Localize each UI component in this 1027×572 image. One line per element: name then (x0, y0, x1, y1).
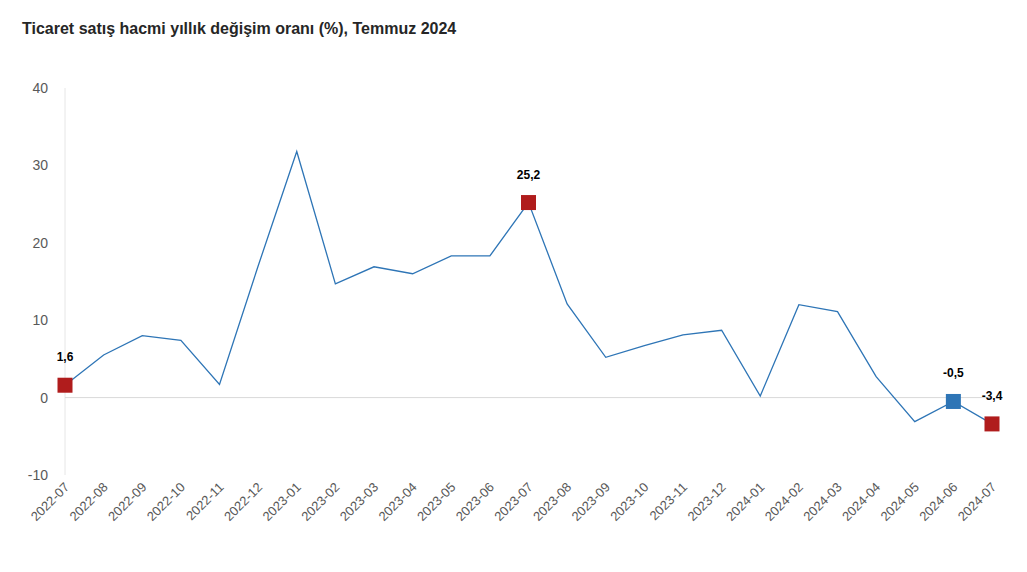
plot-area (58, 151, 1000, 431)
x-tick-label: 2023-09 (569, 480, 613, 524)
x-tick-label: 2023-10 (607, 480, 651, 524)
x-tick-label: 2024-02 (762, 480, 806, 524)
x-tick-label: 2022-12 (221, 480, 265, 524)
marker (985, 416, 1000, 431)
line (65, 151, 992, 423)
data-label: 1,6 (57, 350, 74, 364)
y-tick-label: 40 (32, 80, 48, 96)
y-axis (65, 88, 66, 475)
y-tick-label: 0 (40, 390, 48, 406)
x-tick-label: 2023-02 (298, 480, 342, 524)
data-label: -0,5 (943, 366, 964, 380)
x-tick-label: 2023-05 (414, 480, 458, 524)
marker (946, 394, 961, 409)
x-tick-label: 2023-11 (646, 480, 690, 524)
zero-line (65, 397, 992, 398)
chart: Ticaret satış hacmi yıllık değişim oranı… (0, 0, 1027, 572)
x-tick-label: 2022-09 (105, 480, 149, 524)
marker (521, 195, 536, 210)
x-tick-label: 2023-07 (491, 480, 535, 524)
x-tick-label: 2022-07 (28, 480, 72, 524)
y-tick-label: -10 (28, 467, 48, 483)
x-tick-label: 2023-03 (337, 480, 381, 524)
x-tick-label: 2023-01 (260, 480, 304, 524)
x-tick-label: 2024-03 (800, 480, 844, 524)
y-tick-label: 20 (32, 235, 48, 251)
data-label: -3,4 (982, 389, 1003, 403)
data-label: 25,2 (517, 168, 541, 182)
x-tick-label: 2024-04 (839, 480, 883, 524)
x-tick-label: 2022-08 (66, 480, 110, 524)
y-tick-label: 10 (32, 312, 48, 328)
x-tick-label: 2024-06 (916, 480, 960, 524)
x-tick-label: 2023-08 (530, 480, 574, 524)
marker (58, 378, 73, 393)
x-tick-label: 2024-01 (723, 480, 767, 524)
x-tick-label: 2022-10 (144, 480, 188, 524)
x-tick-label: 2024-05 (878, 480, 922, 524)
x-tick-label: 2024-07 (955, 480, 999, 524)
y-tick-label: 30 (32, 157, 48, 173)
x-tick-label: 2023-12 (684, 480, 728, 524)
x-tick-label: 2023-06 (453, 480, 497, 524)
data-labels: 1,6 25,2 -0,5 -3,4 (57, 168, 1003, 403)
x-tick-label: 2023-04 (375, 480, 419, 524)
x-tick-label: 2022-11 (183, 480, 227, 524)
title: Ticaret satış hacmi yıllık değişim oranı… (22, 20, 456, 37)
